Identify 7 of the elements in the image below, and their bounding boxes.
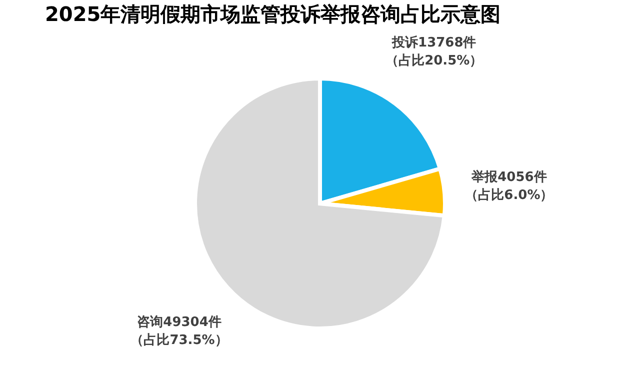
data-label: （占比6.0%） bbox=[465, 188, 554, 203]
slice-label: 咨询49304件 bbox=[137, 315, 222, 330]
data-label: （占比73.5%） bbox=[130, 333, 228, 348]
data-label: （占比20.5%） bbox=[386, 54, 483, 69]
slice-label: 举报4056件 bbox=[470, 168, 547, 185]
slice-label: 投诉13768件 bbox=[391, 34, 476, 51]
chart-title: 2025年清明假期市场监管投诉举报咨询占比示意图 bbox=[45, 2, 501, 26]
